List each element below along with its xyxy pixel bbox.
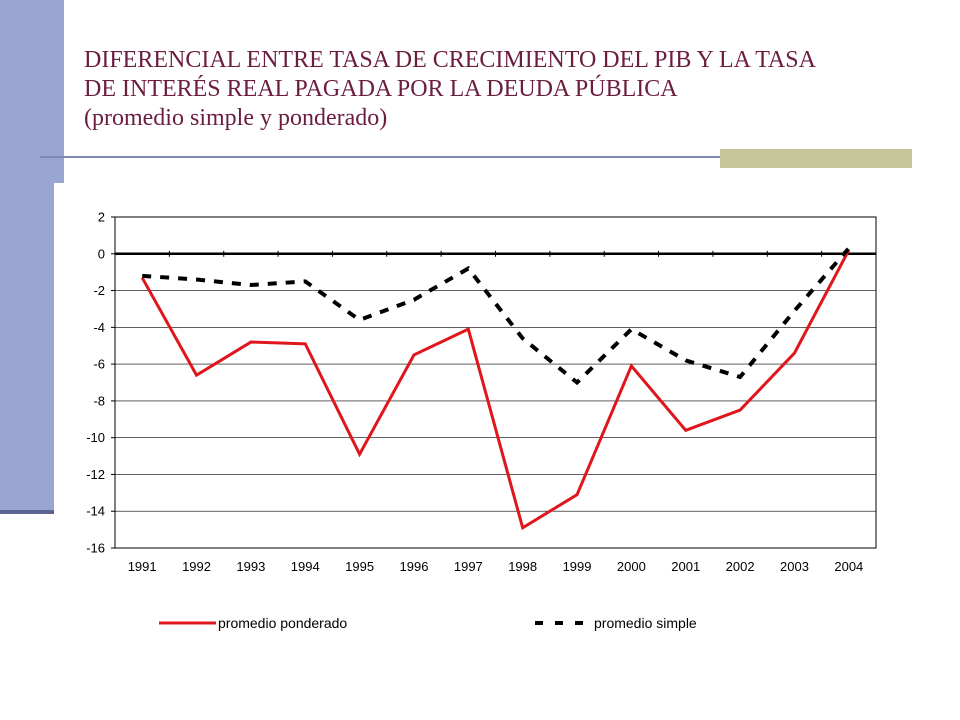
title-accent-block <box>720 149 912 168</box>
data-point <box>793 352 795 354</box>
data-point <box>304 280 306 282</box>
x-tick-label: 2003 <box>780 559 809 574</box>
x-tick-label: 1991 <box>128 559 157 574</box>
data-point <box>576 493 578 495</box>
data-point <box>739 376 741 378</box>
data-point <box>467 267 469 269</box>
y-tick-label: -6 <box>93 357 105 372</box>
data-point <box>141 275 143 277</box>
slide-accent-bar-shadow <box>0 510 54 514</box>
legend-label: promedio ponderado <box>218 615 347 631</box>
data-point <box>413 354 415 356</box>
y-tick-label: -10 <box>86 430 105 445</box>
data-point <box>685 359 687 361</box>
y-tick-label: -12 <box>86 467 105 482</box>
data-point <box>250 341 252 343</box>
x-tick-label: 1992 <box>182 559 211 574</box>
data-point <box>630 328 632 330</box>
slide-accent-bar-top <box>0 0 64 183</box>
x-tick-label: 1996 <box>400 559 429 574</box>
data-point <box>793 310 795 312</box>
legend-label: promedio simple <box>594 615 697 631</box>
line-chart: 2 0 -2 -4 -6 -8 -10 -12 -14 -16 1991 1992 1993 1994 19… <box>86 210 877 631</box>
y-tick-label: -14 <box>86 504 105 519</box>
x-tick-label: 2002 <box>726 559 755 574</box>
chart-legend: promedio ponderado promedio simple <box>159 615 697 631</box>
data-point <box>195 278 197 280</box>
x-tick-label: 1995 <box>345 559 374 574</box>
data-point <box>413 299 415 301</box>
chart-container: 2 0 -2 -4 -6 -8 -10 -12 -14 -16 1991 1992 1993 1994 19… <box>54 183 960 650</box>
y-tick-label: -8 <box>93 393 105 408</box>
data-point <box>739 409 741 411</box>
data-point <box>304 343 306 345</box>
data-point <box>358 319 360 321</box>
data-point <box>250 284 252 286</box>
data-point <box>521 527 523 529</box>
data-point <box>358 453 360 455</box>
x-tick-label: 1998 <box>508 559 537 574</box>
series-line-promedio-ponderado <box>140 249 851 531</box>
x-tick-label: 2004 <box>834 559 863 574</box>
x-tick-label: 1999 <box>563 559 592 574</box>
title-divider-line <box>40 156 912 158</box>
data-point <box>630 365 632 367</box>
y-tick-label: -16 <box>86 541 105 556</box>
slide-title-line-1: DIFERENCIAL ENTRE TASA DE CRECIMIENTO DE… <box>84 47 816 73</box>
x-tick-label: 1993 <box>236 559 265 574</box>
data-point <box>576 381 578 383</box>
x-tick-label: 1997 <box>454 559 483 574</box>
y-tick-label: 2 <box>98 210 105 225</box>
slide-title-line-2: DE INTERÉS REAL PAGADA POR LA DEUDA PÚBL… <box>84 76 678 102</box>
chart-axes: 2 0 -2 -4 -6 -8 -10 -12 -14 -16 1991 1992 1993 1994 19… <box>86 210 877 574</box>
data-point <box>521 337 523 339</box>
data-point <box>685 429 687 431</box>
series-line-promedio-simple <box>142 246 851 386</box>
y-tick-label: -4 <box>93 320 105 335</box>
y-tick-label: -2 <box>93 283 105 298</box>
x-tick-label: 2000 <box>617 559 646 574</box>
chart-series <box>140 246 851 531</box>
x-tick-label: 1994 <box>291 559 320 574</box>
slide-title: DIFERENCIAL ENTRE TASA DE CRECIMIENTO DE… <box>84 46 944 133</box>
x-tick-label: 2001 <box>671 559 700 574</box>
slide-accent-bar-bottom <box>0 183 54 512</box>
plot-area-frame <box>114 216 877 549</box>
slide-title-line-3: (promedio simple y ponderado) <box>84 105 388 131</box>
data-point <box>467 328 469 330</box>
data-point <box>195 374 197 376</box>
y-tick-label: 0 <box>98 246 105 261</box>
chart-gridlines <box>115 216 876 549</box>
data-point <box>848 247 850 249</box>
